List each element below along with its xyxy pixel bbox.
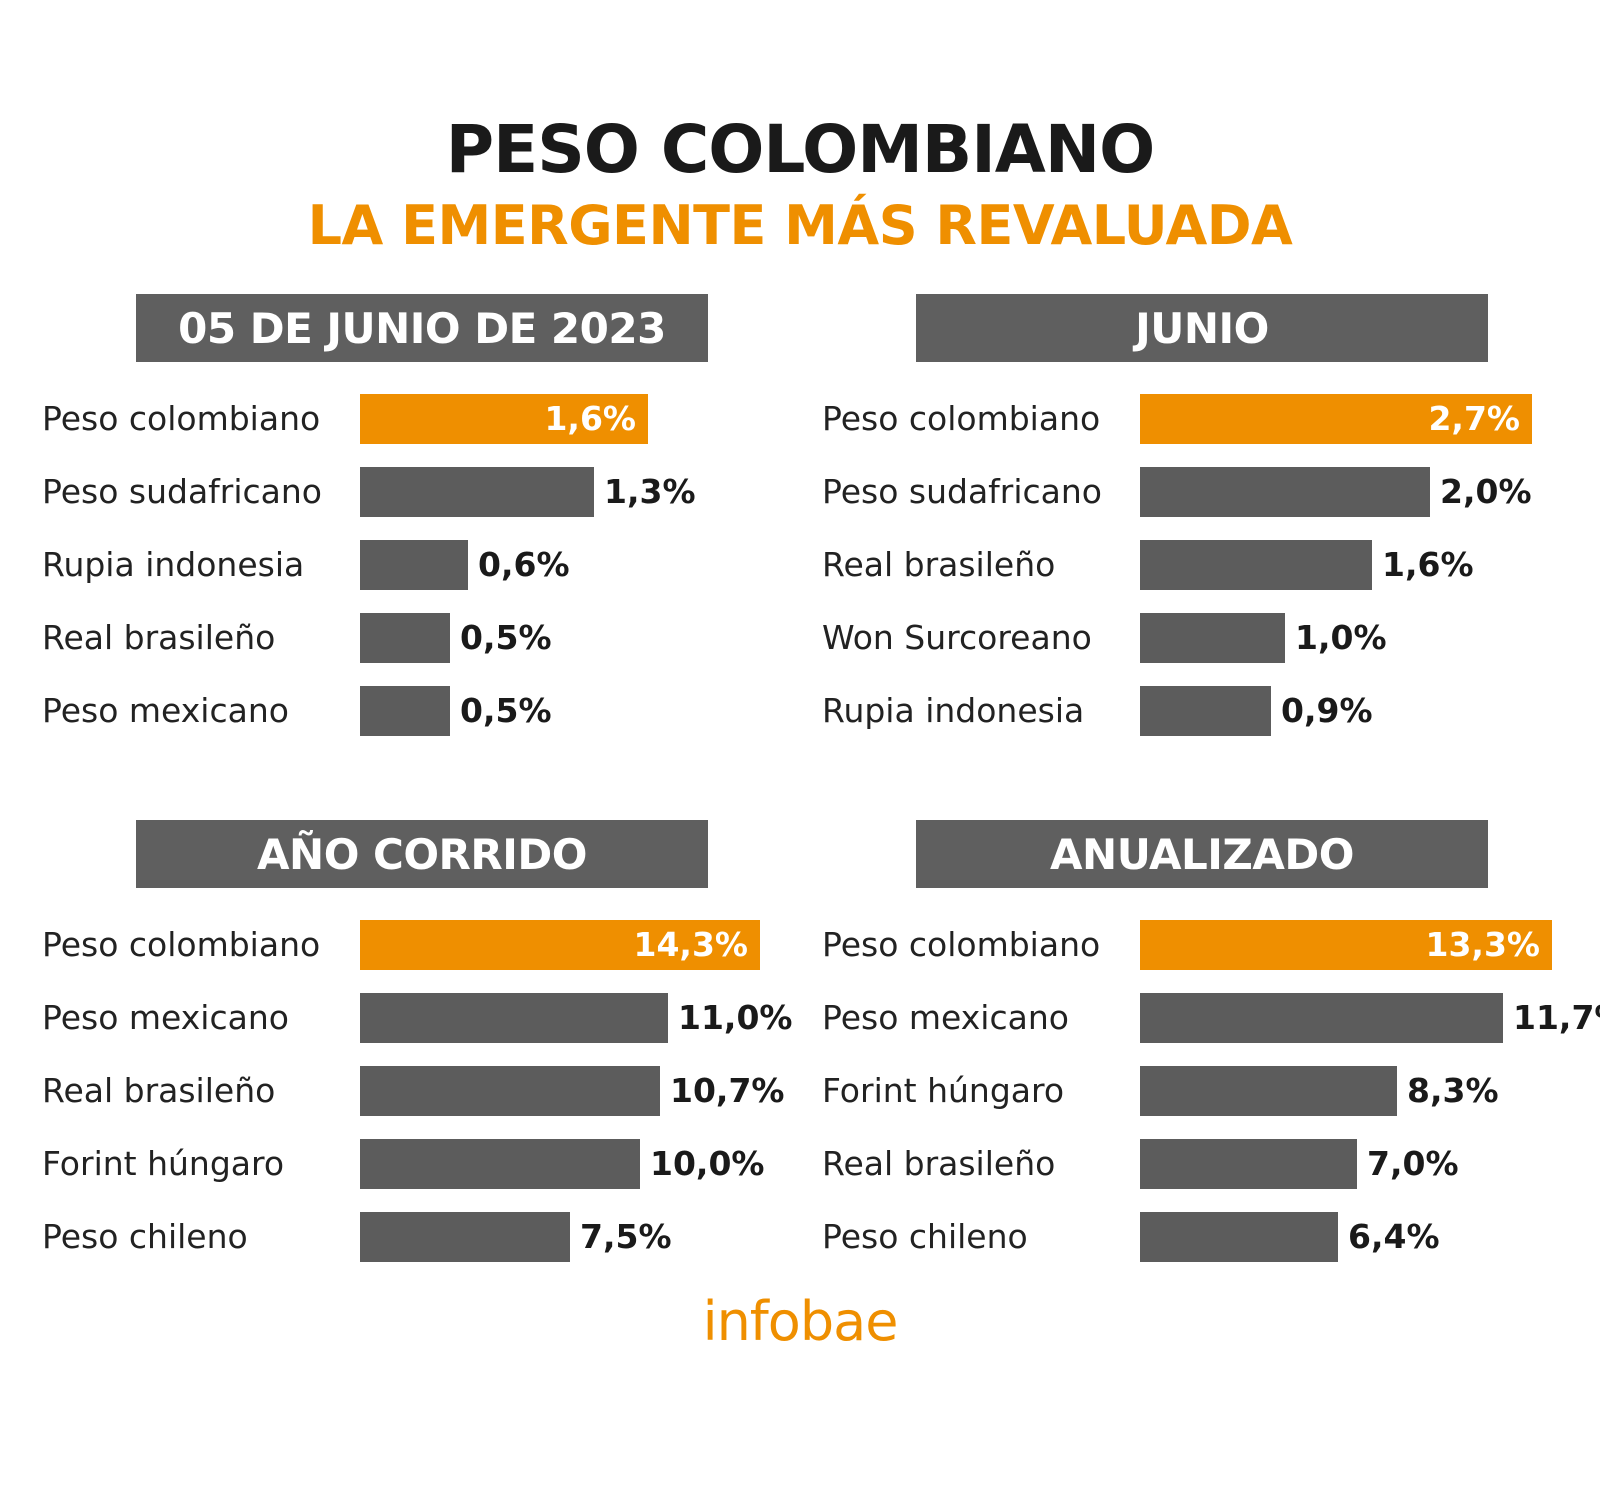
bar (360, 686, 450, 736)
category-label: Peso sudafricano (822, 472, 1103, 511)
page-title: PESO COLOMBIANO (445, 111, 1155, 188)
bar-row: Peso colombiano 14,3% (42, 920, 822, 970)
bar-row: Real brasileño 0,5% (42, 613, 822, 663)
bar-row: Forint húngaro 10,0% (42, 1139, 822, 1189)
category-label: Peso chileno (822, 1217, 1028, 1256)
bar-row: Peso sudafricano 1,3% (42, 467, 822, 517)
bar (360, 993, 668, 1043)
value-label: 0,5% (460, 691, 552, 730)
chart-panel-ytd: AÑO CORRIDO Peso colombiano 14,3% Peso mexi… (42, 820, 822, 1290)
bar-row: Peso sudafricano 2,0% (822, 467, 1600, 517)
value-label: 2,0% (1440, 472, 1532, 511)
bar (1140, 540, 1372, 590)
category-label: Won Surcoreano (822, 618, 1092, 657)
bar-highlight (1140, 394, 1532, 444)
bar (1140, 1066, 1397, 1116)
bar-highlight (1140, 920, 1552, 970)
category-label: Peso chileno (42, 1217, 248, 1256)
page-subtitle: LA EMERGENTE MÁS REVALUADA (307, 194, 1293, 257)
bar (360, 1066, 660, 1116)
value-label: 10,0% (650, 1144, 765, 1183)
category-label: Real brasileño (822, 545, 1056, 584)
value-label: 1,3% (604, 472, 696, 511)
category-label: Peso colombiano (822, 925, 1101, 964)
bar (1140, 686, 1271, 736)
category-label: Peso sudafricano (42, 472, 323, 511)
value-label: 1,6% (1382, 545, 1474, 584)
bar (360, 1212, 570, 1262)
bar (1140, 1212, 1338, 1262)
value-label: 14,3% (633, 925, 749, 964)
bar-row: Won Surcoreano 1,0% (822, 613, 1600, 663)
chart-panel-june: JUNIO Peso colombiano 2,7% Peso sudafricano… (822, 294, 1600, 764)
bar-highlight (360, 394, 648, 444)
panel-header: ANUALIZADO (916, 820, 1488, 888)
value-label: 11,7% (1513, 998, 1600, 1037)
bar (1140, 613, 1285, 663)
value-label: 0,5% (460, 618, 552, 657)
category-label: Rupia indonesia (42, 545, 305, 584)
infobae-logo: infobae (702, 1290, 899, 1353)
value-label: 0,9% (1281, 691, 1373, 730)
bar-row: Forint húngaro 8,3% (822, 1066, 1600, 1116)
bar (360, 613, 450, 663)
bar-row: Real brasileño 7,0% (822, 1139, 1600, 1189)
bar-highlight (360, 920, 760, 970)
value-label: 13,3% (1425, 925, 1541, 964)
category-label: Peso colombiano (42, 399, 321, 438)
value-label: 1,0% (1295, 618, 1387, 657)
bar (1140, 993, 1503, 1043)
bar (360, 467, 594, 517)
value-label: 11,0% (678, 998, 793, 1037)
value-label: 1,6% (544, 399, 636, 438)
category-label: Real brasileño (822, 1144, 1056, 1183)
panel-header: AÑO CORRIDO (136, 820, 708, 888)
bar-row: Peso mexicano 11,0% (42, 993, 822, 1043)
category-label: Forint húngaro (822, 1071, 1065, 1110)
bar (1140, 467, 1430, 517)
value-label: 7,0% (1367, 1144, 1459, 1183)
chart-panel-day: 05 DE JUNIO DE 2023 Peso colombiano 1,6% Pe… (42, 294, 822, 764)
category-label: Peso colombiano (42, 925, 321, 964)
category-label: Rupia indonesia (822, 691, 1085, 730)
bar-row: Peso mexicano 11,7% (822, 993, 1600, 1043)
value-label: 10,7% (670, 1071, 785, 1110)
bar (360, 1139, 640, 1189)
category-label: Peso mexicano (822, 998, 1069, 1037)
bar (360, 540, 468, 590)
value-label: 8,3% (1407, 1071, 1499, 1110)
value-label: 2,7% (1428, 399, 1520, 438)
bar-row: Real brasileño 1,6% (822, 540, 1600, 590)
panel-header: JUNIO (916, 294, 1488, 362)
bar-row: Peso colombiano 1,6% (42, 394, 822, 444)
bar-row: Peso chileno 7,5% (42, 1212, 822, 1262)
category-label: Real brasileño (42, 618, 276, 657)
value-label: 6,4% (1348, 1217, 1440, 1256)
bar-row: Real brasileño 10,7% (42, 1066, 822, 1116)
bar-row: Peso mexicano 0,5% (42, 686, 822, 736)
bar-row: Peso colombiano 13,3% (822, 920, 1600, 970)
bar-row: Rupia indonesia 0,9% (822, 686, 1600, 736)
bar-row: Peso chileno 6,4% (822, 1212, 1600, 1262)
category-label: Peso mexicano (42, 998, 289, 1037)
bar-row: Peso colombiano 2,7% (822, 394, 1600, 444)
value-label: 7,5% (580, 1217, 672, 1256)
category-label: Forint húngaro (42, 1144, 285, 1183)
panel-header: 05 DE JUNIO DE 2023 (136, 294, 708, 362)
category-label: Peso mexicano (42, 691, 289, 730)
value-label: 0,6% (478, 545, 570, 584)
bar-row: Rupia indonesia 0,6% (42, 540, 822, 590)
chart-panel-annualized: ANUALIZADO Peso colombiano 13,3% Peso mexic… (822, 820, 1600, 1290)
category-label: Peso colombiano (822, 399, 1101, 438)
bar (1140, 1139, 1357, 1189)
category-label: Real brasileño (42, 1071, 276, 1110)
